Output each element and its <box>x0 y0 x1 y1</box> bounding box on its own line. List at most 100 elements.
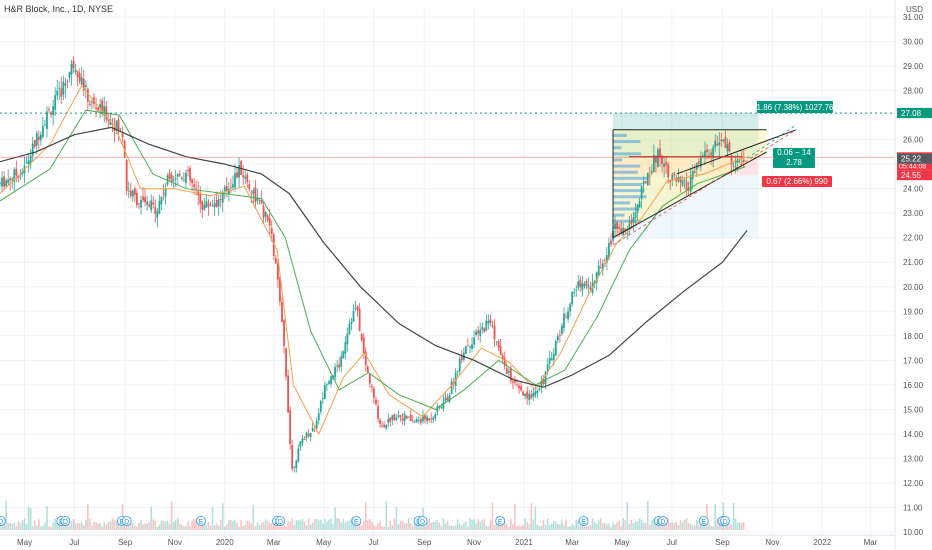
volume-bar <box>516 526 518 530</box>
candle-body <box>52 106 55 115</box>
candle-body <box>652 154 655 172</box>
price-tick-label: 11.00 <box>903 503 923 512</box>
candle-body <box>454 372 457 387</box>
candle-body <box>319 400 322 412</box>
volume-bar <box>21 520 24 530</box>
candle-body <box>31 143 34 157</box>
candle-body <box>242 175 245 178</box>
price-tick-label: 16.00 <box>903 381 924 390</box>
currency-label: USD <box>906 5 923 14</box>
volume-bar <box>585 526 588 530</box>
candle-body <box>514 380 516 383</box>
event-marker-circle <box>720 516 730 526</box>
volume-bar <box>27 506 30 530</box>
volume-bar <box>262 522 265 530</box>
price-tag-bg <box>897 108 932 119</box>
volume-bar <box>669 522 672 530</box>
volume-bar <box>25 524 28 530</box>
candle-body <box>730 155 733 165</box>
volume-bar <box>72 518 75 530</box>
event-marker-circle <box>121 516 132 526</box>
trendlines[interactable] <box>0 112 895 246</box>
candle-body <box>487 320 490 324</box>
volume-bar <box>132 523 134 530</box>
volume-bar <box>651 519 653 530</box>
event-markers[interactable]: DEDEDEEDEEDEEEDEED <box>0 516 730 527</box>
volume-bar <box>360 525 363 530</box>
candle-body <box>593 280 596 285</box>
volume-bar <box>734 518 737 530</box>
candle-body <box>636 204 639 213</box>
profile-bar <box>613 219 641 223</box>
candle-body <box>336 365 339 367</box>
volume-bar <box>250 523 253 530</box>
candle-body <box>426 416 428 422</box>
volume-bar <box>726 520 729 530</box>
candle-body <box>72 60 75 69</box>
candle-body <box>448 395 451 402</box>
candle-body <box>232 184 234 188</box>
candle-body <box>115 120 118 131</box>
volume-bar <box>70 521 73 530</box>
candle-body <box>569 304 572 312</box>
time-axis[interactable]: May Jul Sep Nov 2020 Mar May Jul Sep Nov 2021 Mar Ma… <box>0 534 895 547</box>
candle-body <box>683 180 686 182</box>
volume-bar <box>526 522 528 530</box>
volume-bar <box>138 523 140 530</box>
volume-bar <box>240 519 242 530</box>
volume-bar <box>638 518 641 530</box>
candle-body <box>350 321 353 324</box>
ratio-label: 0.06 − 14 <box>773 148 815 158</box>
candle-body <box>603 259 606 261</box>
candle-body <box>101 100 104 114</box>
candle-body <box>663 163 665 167</box>
candle-body <box>191 179 193 184</box>
candle-body <box>485 320 488 331</box>
candle-body <box>281 301 283 322</box>
candle-body <box>522 391 525 396</box>
candle-body <box>174 178 177 180</box>
candle-body <box>0 182 1 184</box>
volume-bar <box>491 502 494 530</box>
volume-bar <box>663 523 665 530</box>
volume-bar <box>76 522 79 530</box>
volume-bar <box>156 526 159 530</box>
pattern-annotations[interactable] <box>613 112 767 238</box>
candle-body <box>675 178 678 182</box>
volume-bar <box>640 519 643 530</box>
candle-body <box>589 287 592 291</box>
volume-bar <box>612 522 614 530</box>
volume-bar <box>628 523 631 530</box>
price-tick-label: 15.00 <box>903 405 924 414</box>
volume-bar <box>557 524 559 530</box>
volume-bar <box>103 522 106 530</box>
candle-body <box>307 434 310 436</box>
volume-bar <box>373 525 375 530</box>
candle-body <box>127 190 130 192</box>
candle-body <box>58 87 61 89</box>
event-marker-circle <box>417 516 428 526</box>
candle-body <box>458 358 461 372</box>
candle-body <box>511 381 514 383</box>
candle-body <box>720 139 723 142</box>
price-tag: 24.55 <box>897 170 932 181</box>
volume-bar <box>266 520 269 530</box>
candle-body <box>405 415 408 419</box>
time-tick-label: Jul <box>69 538 79 547</box>
candle-body <box>223 186 226 192</box>
volume-bar <box>203 520 206 530</box>
event-marker-D: D <box>657 516 668 526</box>
volume-bar <box>330 518 332 530</box>
price-axis[interactable]: 10.00 11.00 12.00 13.00 14.00 15.00 16.00 17.00… <box>894 0 932 550</box>
profile-bar <box>613 189 645 193</box>
volume-bar <box>162 520 165 530</box>
candle-body <box>616 222 619 230</box>
volume-bar <box>510 518 512 530</box>
candle-body <box>295 460 298 469</box>
event-marker-circle <box>495 516 506 526</box>
time-tick-label: 2021 <box>515 538 533 547</box>
candle-body <box>565 316 567 318</box>
candle-body <box>650 171 653 174</box>
volume-bar <box>348 520 351 530</box>
